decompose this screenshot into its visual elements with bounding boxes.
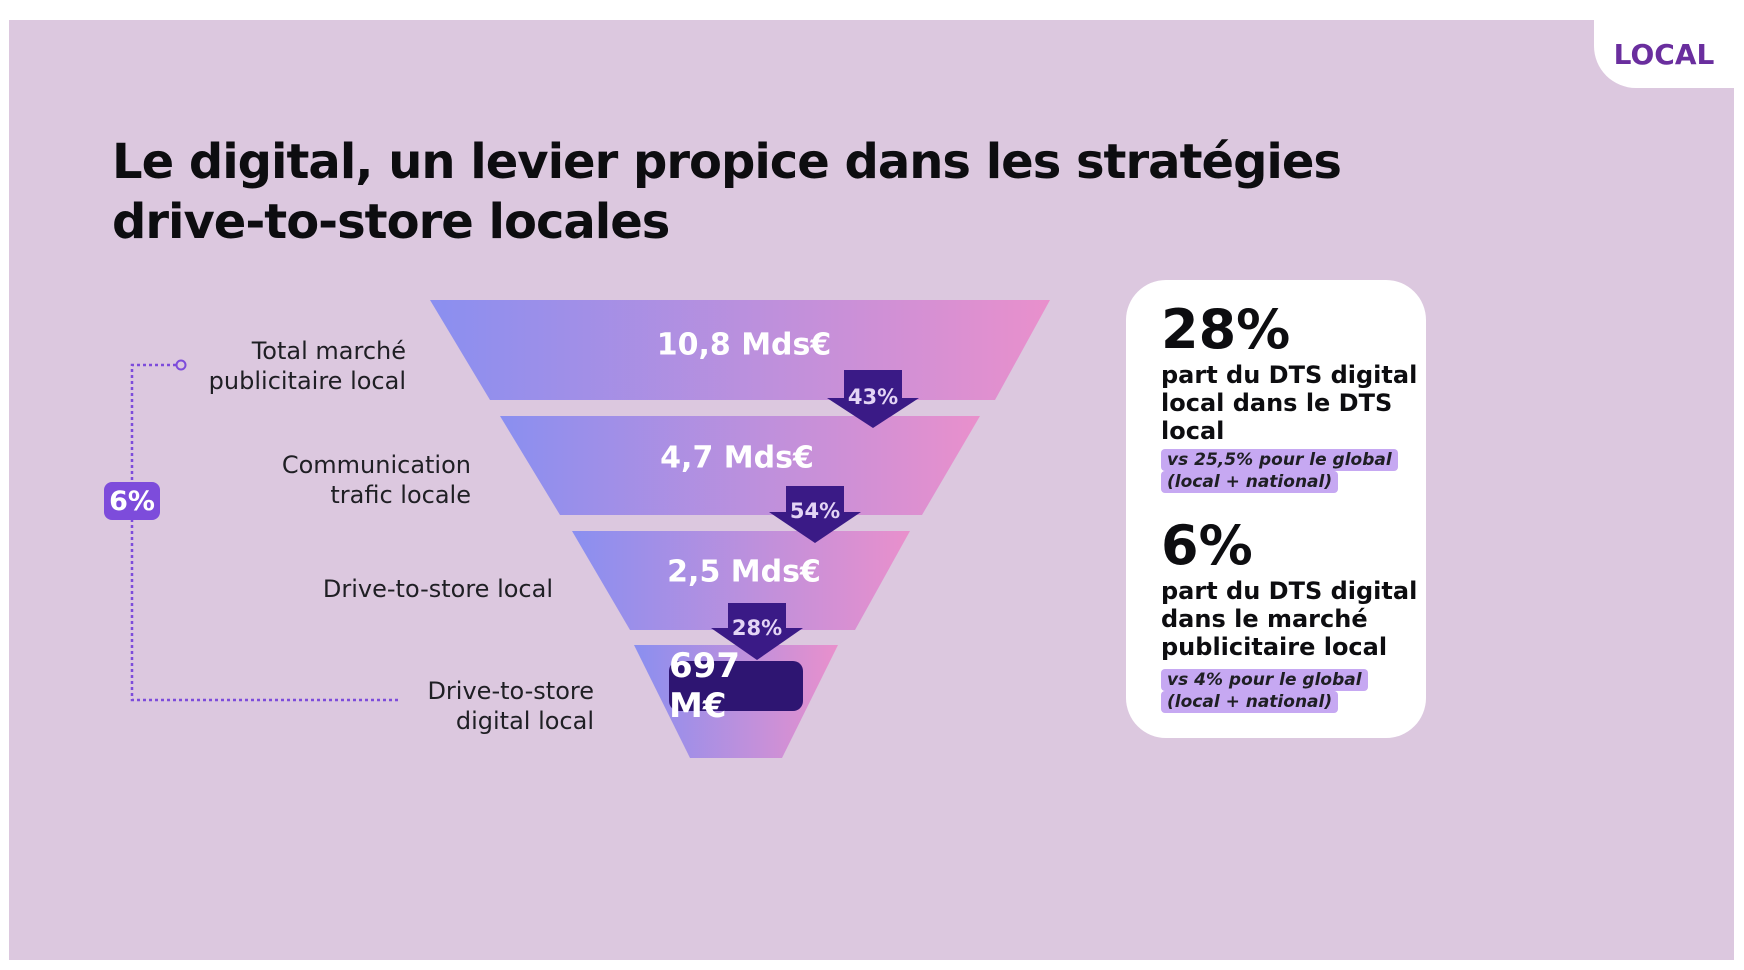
stage-label-line: publicitaire local [208,367,406,395]
stat-note-line: vs 4% pour le global [1161,669,1368,691]
funnel-stage-3 [572,531,910,630]
bracket-end-dot [175,359,187,371]
stat-desc-line: dans le marché [1161,605,1368,633]
stage-label-traffic-communication: Communication trafic locale [282,450,471,510]
stats-card: 28% part du DTS digital local dans le DT… [1126,280,1426,738]
stat-desc-line: publicitaire local [1161,633,1388,661]
stage-value-final: 697 M€ [669,646,803,726]
stat-note-line: vs 25,5% pour le global [1161,449,1398,471]
overall-conversion-badge: 6% [104,482,160,520]
stage-label-total-market: Total marché publicitaire local [209,336,406,396]
slide: LOCAL Le digital, un levier propice dans… [9,20,1734,960]
stat-note-line: (local + national) [1161,471,1339,493]
stage-label-line: Drive-to-store local [322,575,553,603]
stage-label-drive-to-store: Drive-to-store local [323,574,553,604]
conversion-arrow-3 [711,603,803,660]
title-line-2: drive-to-store locales [112,194,670,250]
stat-desc-line: part du DTS digital [1161,577,1418,605]
stage-value-3: 2,5 Mds€ [667,554,821,590]
stage-label-line: trafic locale [330,481,471,509]
stat-note-line: (local + national) [1161,691,1339,713]
conversion-arrow-2 [769,486,861,543]
local-badge: LOCAL [1594,20,1734,88]
stage-label-line: Total marché [251,337,406,365]
stat-1-description: part du DTS digital local dans le DTS lo… [1161,361,1417,445]
stat-desc-line: local dans le DTS [1161,389,1393,417]
stage-label-line: Communication [281,451,471,479]
stage-value-1: 10,8 Mds€ [656,327,832,363]
stat-2-value: 6% [1161,514,1253,577]
conversion-label-1: 43% [847,385,899,409]
stat-2-description: part du DTS digital dans le marché publi… [1161,577,1417,661]
conversion-label-2: 54% [789,499,841,523]
stat-1-note: vs 25,5% pour le global (local + nationa… [1161,449,1398,493]
overall-conversion-bracket [130,363,398,702]
stat-desc-line: local [1161,417,1225,445]
stat-1-value: 28% [1161,298,1291,361]
conversion-label-3: 28% [731,616,783,640]
stat-2-note: vs 4% pour le global (local + national) [1161,669,1368,713]
conversion-arrow-1 [827,370,919,428]
stage-label-line: digital local [455,707,594,735]
funnel-stage-2 [500,416,980,515]
slide-title: Le digital, un levier propice dans les s… [112,132,1342,252]
title-line-1: Le digital, un levier propice dans les s… [112,134,1342,190]
stage-label-digital-drive-to-store: Drive-to-store digital local [427,676,594,736]
stage-label-line: Drive-to-store [427,677,594,705]
stage-value-2: 4,7 Mds€ [660,440,814,476]
stat-desc-line: part du DTS digital [1161,361,1418,389]
